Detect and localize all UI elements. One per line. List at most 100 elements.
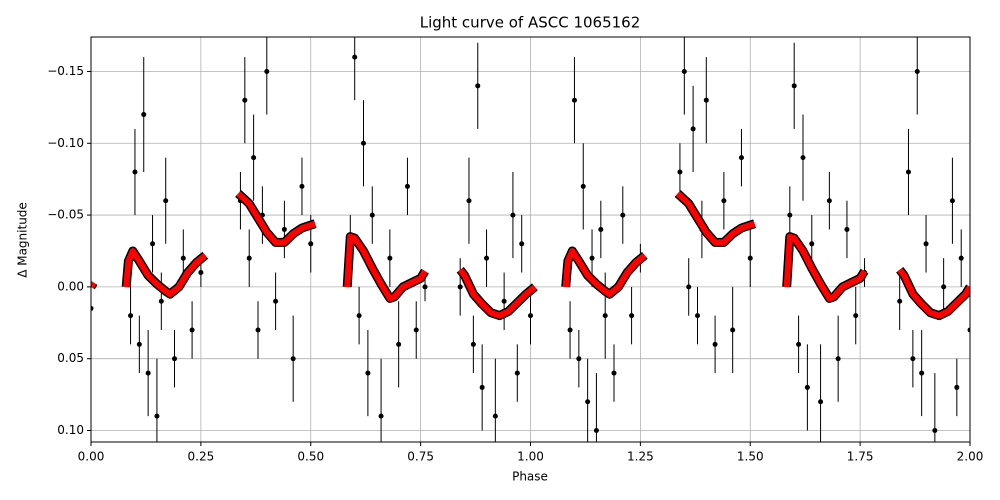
- data-point: [897, 298, 903, 304]
- data-point: [589, 255, 595, 261]
- data-point: [686, 284, 692, 290]
- data-point: [747, 255, 753, 261]
- data-point: [826, 198, 832, 204]
- data-point: [602, 313, 608, 319]
- x-tick-label: 1.75: [847, 450, 874, 464]
- data-point: [712, 341, 718, 347]
- data-point: [923, 241, 929, 247]
- data-point: [809, 241, 815, 247]
- data-point: [910, 356, 916, 362]
- data-point: [576, 356, 582, 362]
- data-point: [136, 341, 142, 347]
- data-point: [308, 241, 314, 247]
- data-point: [132, 169, 138, 175]
- x-tick-label: 0.50: [297, 450, 324, 464]
- data-point: [629, 313, 635, 319]
- y-tick-label: 0.00: [57, 279, 84, 293]
- data-point: [145, 370, 151, 376]
- data-point: [189, 327, 195, 333]
- y-tick-label: −0.05: [47, 208, 84, 222]
- data-point: [681, 68, 687, 74]
- data-point: [475, 83, 481, 89]
- data-point: [620, 212, 626, 218]
- data-point: [567, 327, 573, 333]
- chart-title: Light curve of ASCC 1065162: [420, 14, 641, 32]
- data-point: [484, 255, 490, 261]
- data-point: [835, 356, 841, 362]
- x-tick-label: 0.75: [407, 450, 434, 464]
- x-tick-label: 1.25: [627, 450, 654, 464]
- data-point: [611, 370, 617, 376]
- data-point: [91, 305, 94, 311]
- data-point: [470, 341, 476, 347]
- x-tick-label: 1.50: [737, 450, 764, 464]
- data-point: [905, 169, 911, 175]
- x-tick-label: 1.00: [517, 450, 544, 464]
- data-point: [299, 183, 305, 189]
- y-tick-label: −0.15: [47, 64, 84, 78]
- y-tick-label: −0.10: [47, 136, 84, 150]
- data-point: [919, 370, 925, 376]
- data-point: [479, 384, 485, 390]
- x-tick-label: 0.25: [188, 450, 215, 464]
- data-point: [954, 384, 960, 390]
- data-point: [844, 226, 850, 232]
- data-point: [365, 370, 371, 376]
- data-point: [593, 428, 599, 434]
- data-point: [404, 183, 410, 189]
- data-point: [580, 183, 586, 189]
- data-point: [721, 198, 727, 204]
- data-point: [198, 270, 204, 276]
- data-point: [853, 313, 859, 319]
- data-point: [369, 212, 375, 218]
- data-point: [378, 413, 384, 419]
- data-point: [941, 284, 947, 290]
- data-point: [172, 356, 178, 362]
- x-tick-label: 2.00: [957, 450, 984, 464]
- x-tick-label: 0.00: [78, 450, 105, 464]
- data-point: [818, 399, 824, 405]
- data-point: [914, 68, 920, 74]
- data-point: [273, 298, 279, 304]
- data-point: [690, 126, 696, 132]
- data-point: [422, 284, 428, 290]
- data-point: [246, 255, 252, 261]
- data-point: [466, 198, 472, 204]
- data-point: [150, 241, 156, 247]
- data-point: [163, 198, 169, 204]
- data-point: [396, 341, 402, 347]
- data-point: [413, 327, 419, 333]
- x-axis-label: Phase: [512, 470, 548, 484]
- data-point: [492, 413, 498, 419]
- data-point: [360, 140, 366, 146]
- data-point: [387, 255, 393, 261]
- data-point: [791, 83, 797, 89]
- data-point: [932, 428, 938, 434]
- data-point: [598, 226, 604, 232]
- data-point: [264, 68, 270, 74]
- y-axis-label: Δ Magnitude: [16, 202, 30, 278]
- model-curve: [91, 191, 970, 319]
- data-point: [514, 370, 520, 376]
- data-point: [242, 97, 248, 103]
- data-point: [730, 327, 736, 333]
- data-point: [352, 54, 358, 60]
- data-point: [180, 255, 186, 261]
- data-point: [585, 399, 591, 405]
- ticks: 0.00 0.25 0.50 0.75 1.00 1.25 1.50 1.75 2.00 −0.1…: [47, 64, 983, 464]
- data-point: [796, 341, 802, 347]
- data-point: [510, 212, 516, 218]
- data-point: [457, 284, 463, 290]
- data-point: [804, 384, 810, 390]
- data-point: [800, 155, 806, 161]
- data-point: [677, 169, 683, 175]
- data-point: [703, 97, 709, 103]
- plot-area: [91, 37, 970, 442]
- data-point: [128, 313, 134, 319]
- data-point: [251, 155, 257, 161]
- data-point: [255, 327, 261, 333]
- data-point: [281, 226, 287, 232]
- data-point: [290, 356, 296, 362]
